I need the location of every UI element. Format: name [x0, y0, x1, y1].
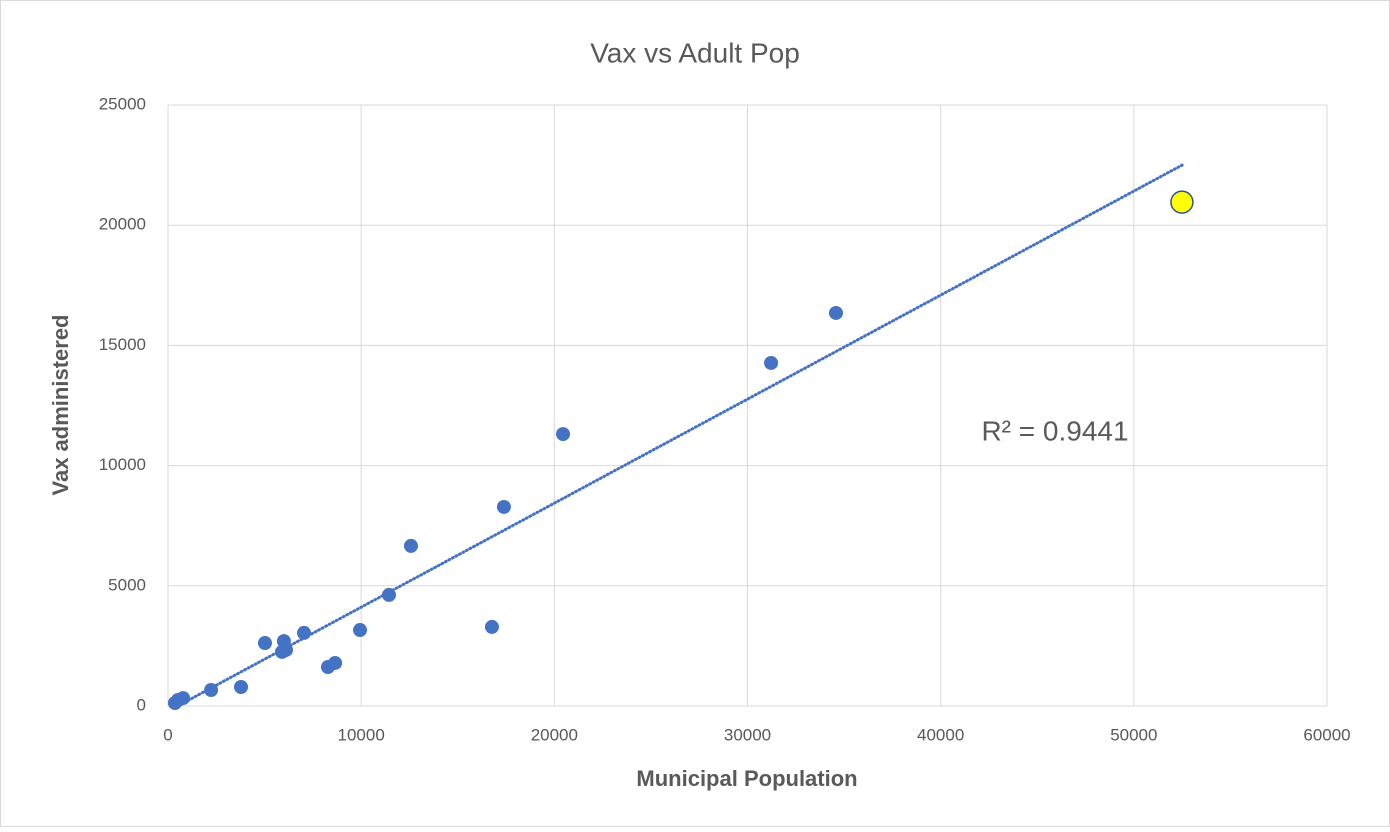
chart-title: Vax vs Adult Pop — [590, 37, 800, 68]
point — [764, 355, 779, 370]
point — [176, 691, 191, 706]
point — [353, 623, 368, 638]
point — [404, 538, 419, 553]
y-axis-label: Vax administered — [48, 315, 73, 496]
point — [204, 683, 219, 698]
point — [234, 680, 249, 695]
x-tick-label: 40000 — [917, 725, 964, 744]
x-tick-label: 60000 — [1303, 725, 1350, 744]
y-tick-label: 25000 — [99, 94, 146, 113]
point — [828, 305, 843, 320]
x-tick-label: 0 — [163, 725, 172, 744]
r-squared: R² = 0.9441 — [981, 415, 1128, 446]
point — [328, 655, 343, 670]
x-tick-label: 50000 — [1110, 725, 1157, 744]
y-tick-label: 10000 — [99, 455, 146, 474]
y-tick-label: 5000 — [108, 575, 146, 594]
point — [484, 619, 499, 634]
point — [496, 499, 511, 514]
point — [381, 587, 396, 602]
x-axis-label: Municipal Population — [636, 766, 857, 791]
point — [556, 427, 571, 442]
point — [257, 636, 272, 651]
x-tick-label: 20000 — [531, 725, 578, 744]
x-tick-label: 10000 — [338, 725, 385, 744]
x-tick-label: 30000 — [724, 725, 771, 744]
trendline — [176, 163, 1184, 708]
point — [279, 642, 294, 657]
y-tick-label: 15000 — [99, 335, 146, 354]
y-tick-label: 20000 — [99, 215, 146, 234]
highlighted-point — [1170, 190, 1194, 214]
point — [296, 625, 311, 640]
y-tick-label: 0 — [137, 695, 146, 714]
